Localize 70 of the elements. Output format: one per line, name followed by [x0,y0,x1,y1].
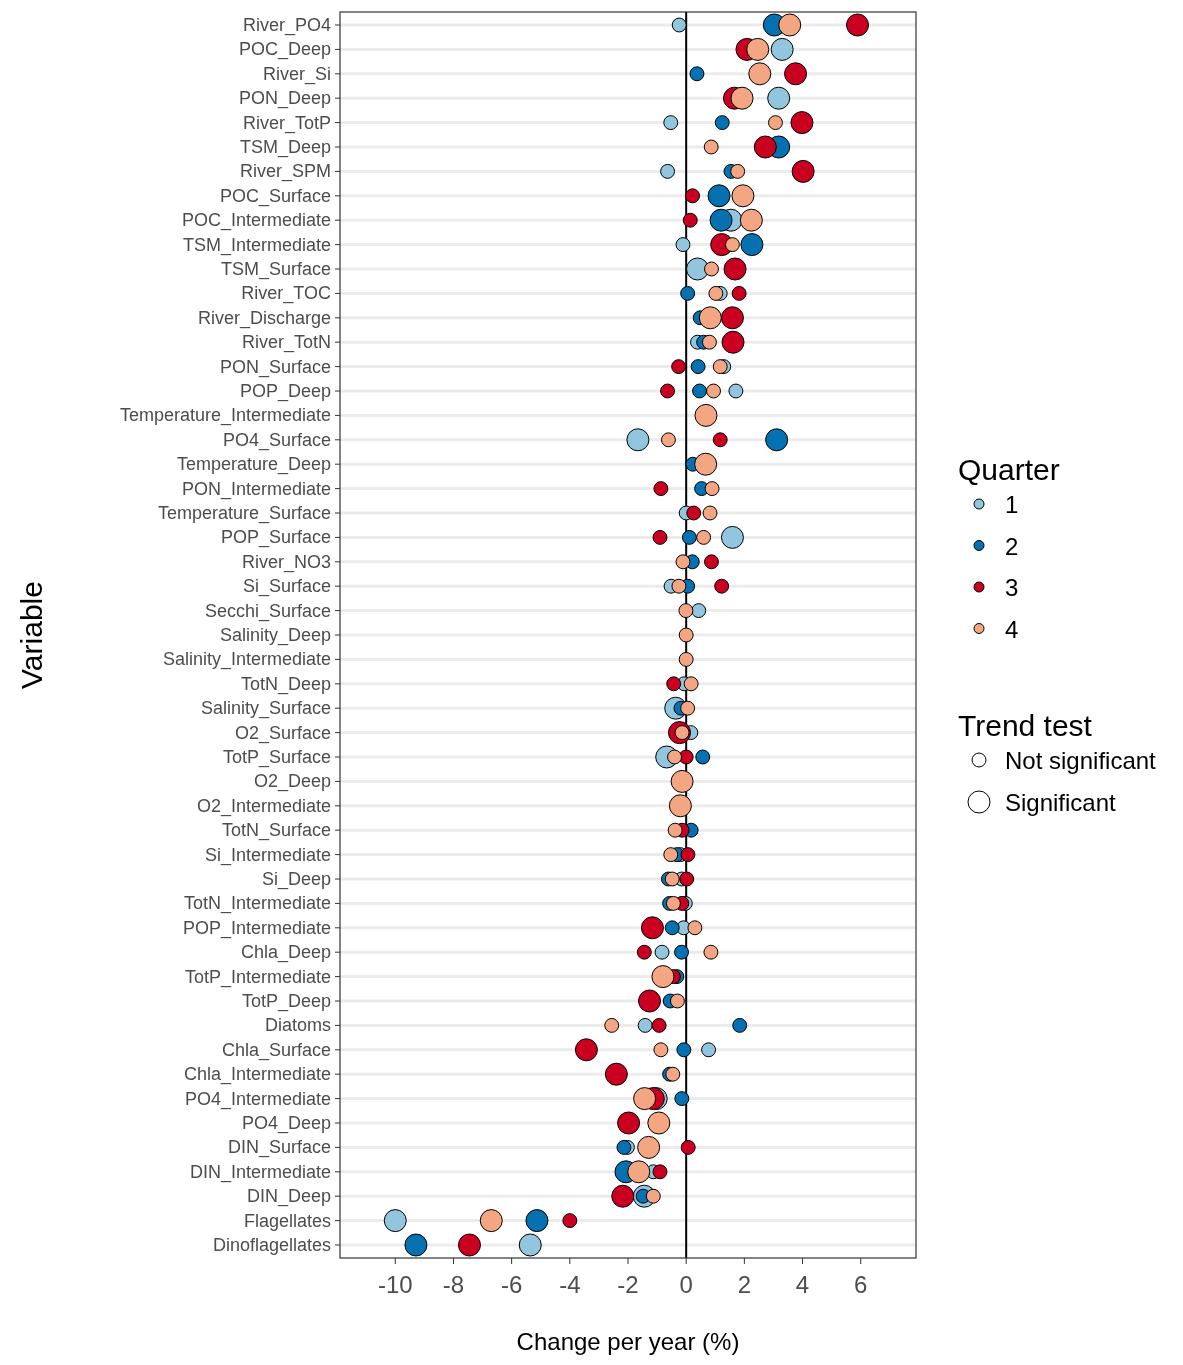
legend-label: 2 [1005,532,1019,560]
legend-label: 3 [1005,574,1019,601]
y-tick-label: TotP_Surface [222,747,331,768]
text: Trend test [958,709,1093,742]
y-tick-label: POP_Deep [239,381,331,402]
y-tick-label: TotP_Intermediate [184,966,331,988]
y-tick-label: River_TOC [241,283,331,305]
y-tick-label: Secchi_Surface [204,600,331,622]
y-tick-label: River_SPM [239,161,331,183]
y-tick-label: River_Discharge [197,307,331,329]
y-tick-label: River_PO4 [242,15,331,36]
y-tick-label: TSM_Surface [220,259,331,280]
legend-label: Not significant [1005,747,1157,774]
y-tick-label: Diatoms [264,1015,331,1036]
y-tick-label: POC_Surface [219,185,331,207]
y-tick-label: TSM_Intermediate [182,234,331,256]
y-tick-label: POP_Intermediate [182,917,331,939]
y-tick-label: TotN_Deep [240,673,331,695]
y-tick-label: POC_Deep [238,39,331,61]
y-tick-label: Si_Surface [242,576,331,598]
y-tick-label: PO4_Intermediate [184,1088,331,1110]
y-tick-label: River_Si [262,63,331,85]
y-tick-label: Temperature_Intermediate [119,405,331,427]
y-tick-label: PON_Surface [219,356,331,378]
y-axis-title: Variable [15,581,48,689]
y-tick-label: O2_Intermediate [196,795,331,817]
y-tick-label: Chla_Intermediate [183,1064,331,1086]
x-tick-label: -8 [442,1271,465,1298]
y-tick-label: Temperature_Surface [157,503,331,524]
y-tick-label: River_NO3 [241,551,331,573]
y-tick-label: DIN_Surface [227,1137,331,1159]
y-tick-label: PON_Deep [238,88,331,110]
x-tick-label: -2 [617,1271,639,1298]
y-tick-label: Si_Deep [261,869,331,890]
y-tick-label: TotN_Surface [221,820,331,842]
x-tick-label: -4 [559,1271,581,1298]
legend-label: 1 [1005,491,1019,518]
y-tick-label: POC_Intermediate [181,210,331,232]
x-tick-label: -10 [377,1271,413,1298]
y-tick-label: Dinoflagellates [212,1235,331,1255]
y-tick-label: TotN_Intermediate [183,893,331,915]
y-tick-label: TotP_Deep [241,991,331,1012]
y-tick-label: DIN_Deep [246,1186,331,1208]
y-tick-label: Salinity_Deep [219,625,331,646]
y-tick-label: Temperature_Deep [176,454,331,476]
x-tick-label: 0 [679,1271,693,1298]
legend-label: 4 [1005,615,1019,643]
y-tick-label: PO4_Surface [222,429,331,451]
legend-label: Significant [1005,789,1117,816]
y-tick-label: Chla_Surface [221,1039,331,1061]
y-tick-label: TSM_Deep [239,137,331,158]
y-tick-label: Salinity_Intermediate [162,649,331,671]
y-tick-label: POP_Surface [220,527,331,549]
y-tick-label: River_TotP [242,112,331,134]
y-tick-label: O2_Surface [234,722,331,744]
x-tick-label: -6 [500,1271,523,1298]
y-tick-label: DIN_Intermediate [189,1161,331,1183]
legend-title: Quarter [958,453,1060,486]
x-tick-label: 2 [737,1271,752,1298]
x-axis-title: Change per year (%) [516,1328,740,1355]
y-tick-label: PO4_Deep [241,1113,331,1134]
y-tick-label: River_TotN [241,332,331,354]
y-tick-label: PON_Intermediate [181,478,331,500]
y-tick-label: O2_Deep [253,771,331,793]
x-tick-label: 6 [854,1271,868,1298]
y-tick-label: Salinity_Surface [200,698,331,720]
y-tick-label: Si_Intermediate [204,844,331,866]
y-tick-label: Flagellates [243,1210,331,1231]
x-tick-label: 4 [795,1271,810,1298]
y-tick-label: Chla_Deep [240,942,331,964]
